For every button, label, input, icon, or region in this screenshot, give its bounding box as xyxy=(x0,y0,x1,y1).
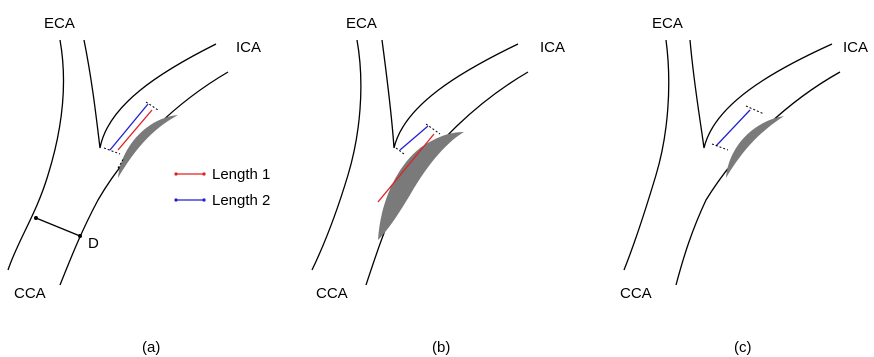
panel-b: ECA ICA CCA (b) xyxy=(311,15,565,356)
length-2-line xyxy=(109,103,149,151)
dashed-marker-lower xyxy=(395,147,405,155)
legend-swatch-dot xyxy=(174,198,178,202)
eca-label: ECA xyxy=(346,15,377,32)
length-1-line xyxy=(117,109,153,151)
cca-label: CCA xyxy=(620,285,652,302)
dashed-marker-lower xyxy=(711,143,729,151)
plaque xyxy=(118,115,178,178)
cca-inner-wall xyxy=(675,71,841,286)
legend: Length 1 Length 2 xyxy=(174,166,270,209)
cca-label: CCA xyxy=(14,285,46,302)
dashed-marker-lower xyxy=(103,147,121,155)
legend-length-1-label: Length 1 xyxy=(212,166,270,183)
length-2-line xyxy=(399,125,429,151)
ica-label: ICA xyxy=(843,39,868,56)
diameter-endpoint xyxy=(34,216,38,220)
panel-caption: (b) xyxy=(432,339,450,356)
eca-outer-wall xyxy=(623,39,670,271)
dashed-marker-upper xyxy=(745,105,765,115)
diameter-label: D xyxy=(88,235,99,252)
eca-label: ECA xyxy=(652,15,683,32)
length-1-line xyxy=(377,133,435,203)
eca-outer-wall xyxy=(7,39,65,271)
dashed-marker-upper xyxy=(145,101,159,111)
ica-label: ICA xyxy=(540,39,565,56)
eca-outer-wall xyxy=(311,39,362,271)
plaque xyxy=(726,116,784,178)
dashed-marker-upper xyxy=(425,123,441,135)
plaque xyxy=(378,132,464,240)
diameter-line xyxy=(35,217,81,237)
panel-caption: (a) xyxy=(142,339,160,356)
length-2-line xyxy=(715,109,751,147)
eca-inner-wall xyxy=(83,39,217,149)
legend-swatch-dot xyxy=(202,172,206,176)
panel-c: ECA ICA CCA (c) xyxy=(620,15,868,356)
eca-label: ECA xyxy=(44,15,75,32)
cca-inner-wall xyxy=(59,71,229,286)
legend-swatch-dot xyxy=(174,172,178,176)
legend-length-2-label: Length 2 xyxy=(212,192,270,209)
legend-swatch-dot xyxy=(202,198,206,202)
eca-inner-wall xyxy=(381,39,519,149)
panel-a: ECA ICA CCA D (a) xyxy=(7,15,261,356)
panel-caption: (c) xyxy=(734,339,752,356)
ica-label: ICA xyxy=(236,39,261,56)
diameter-endpoint xyxy=(78,234,82,238)
cca-label: CCA xyxy=(316,285,348,302)
dashed-marker-bottom xyxy=(117,157,125,169)
eca-inner-wall xyxy=(689,39,833,149)
